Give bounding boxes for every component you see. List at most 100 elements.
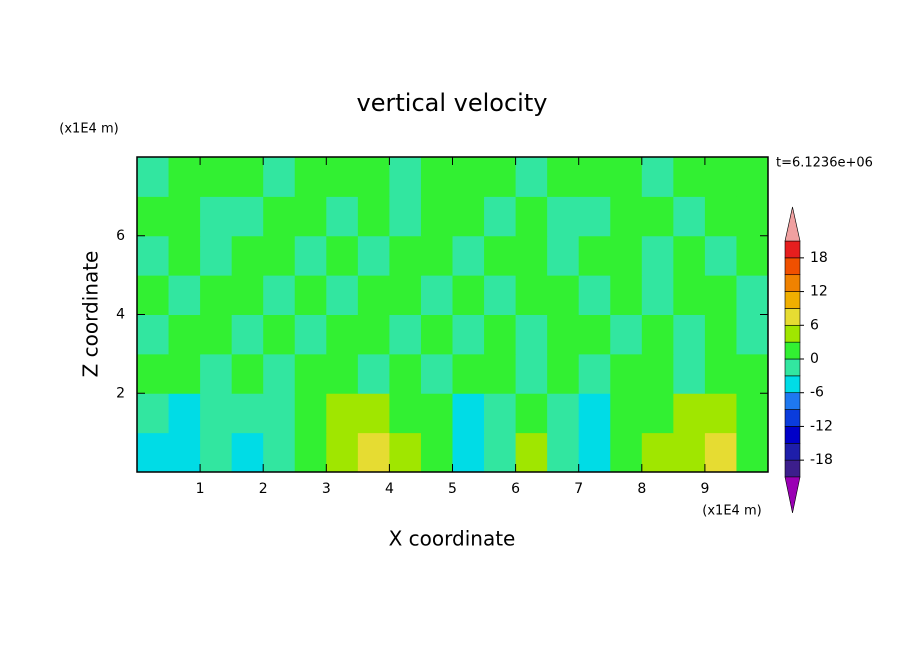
colorbar-tick-label: 6: [810, 317, 819, 333]
contour-cell: [420, 157, 453, 197]
contour-cell: [389, 314, 422, 355]
contour-cell: [137, 275, 170, 315]
contour-cell: [578, 314, 611, 355]
contour-cell: [357, 235, 390, 276]
contour-cell: [641, 393, 674, 434]
contour-cell: [263, 432, 296, 473]
contour-cell: [641, 235, 674, 276]
contour-cell: [484, 353, 517, 394]
contour-cell: [736, 196, 769, 237]
contour-cell: [263, 353, 296, 394]
x-tick-label: 7: [574, 481, 583, 497]
colorbar-lower-extension: [784, 476, 801, 514]
x-axis-label: X coordinate: [389, 527, 516, 551]
y-tick-label: 4: [116, 307, 125, 323]
contour-cell: [515, 353, 548, 394]
contour-cell: [168, 275, 201, 315]
contour-cell: [389, 353, 422, 394]
contour-cell: [610, 353, 643, 394]
contour-cell: [294, 353, 327, 394]
contour-cell: [389, 235, 422, 276]
contour-cell: [452, 393, 485, 434]
contour-cell: [610, 235, 643, 276]
contour-cell: [357, 432, 390, 473]
contour-cell: [294, 235, 327, 276]
contour-cell: [357, 157, 390, 197]
contour-cell: [578, 393, 611, 434]
contour-cell: [389, 157, 422, 197]
contour-cell: [357, 196, 390, 237]
contour-cell: [578, 275, 611, 315]
contour-cell: [326, 353, 359, 394]
contour-cell: [326, 432, 359, 473]
contour-cell: [704, 353, 737, 394]
contour-cell: [673, 314, 706, 355]
contour-cell: [484, 314, 517, 355]
contour-cell: [515, 314, 548, 355]
colorbar-box: [784, 324, 801, 343]
contour-cell: [578, 235, 611, 276]
contour-cell: [420, 353, 453, 394]
contour-cell: [610, 275, 643, 315]
contour-cell: [547, 393, 580, 434]
contour-cell: [704, 393, 737, 434]
colorbar-tick-label: -12: [810, 418, 833, 434]
contour-cell: [263, 157, 296, 197]
contour-cell: [610, 196, 643, 237]
contour-cell: [389, 393, 422, 434]
contour-cell: [294, 157, 327, 197]
contour-cell: [231, 157, 264, 197]
colorbar-box: [784, 358, 801, 377]
contour-cell: [326, 235, 359, 276]
contour-cell: [168, 314, 201, 355]
contour-cell: [736, 314, 769, 355]
contour-cell: [547, 275, 580, 315]
contour-cell: [641, 275, 674, 315]
contour-cell: [515, 275, 548, 315]
contour-cell: [641, 432, 674, 473]
contour-cell: [673, 353, 706, 394]
contour-cell: [452, 157, 485, 197]
contour-cell: [294, 275, 327, 315]
colorbar-box: [784, 308, 801, 326]
contour-cell: [231, 432, 264, 473]
colorbar-box: [784, 459, 801, 478]
contour-cell: [736, 275, 769, 315]
contour-cell: [200, 196, 233, 237]
contour-cell: [168, 432, 201, 473]
contour-cell: [137, 157, 170, 197]
contour-cell: [263, 314, 296, 355]
contour-cell: [610, 393, 643, 434]
contour-cell: [547, 157, 580, 197]
contour-cell: [484, 196, 517, 237]
contour-cell: [673, 157, 706, 197]
colorbar-box: [784, 409, 801, 427]
contour-field: [137, 157, 769, 473]
contour-cell: [137, 353, 170, 394]
contour-cell: [641, 353, 674, 394]
contour-cell: [357, 314, 390, 355]
colorbar-tick-label: -6: [810, 385, 824, 401]
contour-cell: [452, 275, 485, 315]
contour-cell: [673, 275, 706, 315]
contour-cell: [294, 393, 327, 434]
contour-cell: [736, 353, 769, 394]
x-tick-label: 6: [511, 481, 520, 497]
time-label: t=6.1236e+06: [776, 156, 873, 171]
contour-cell: [515, 157, 548, 197]
contour-cell: [515, 393, 548, 434]
contour-cell: [326, 157, 359, 197]
contour-cell: [231, 196, 264, 237]
contour-cell: [484, 393, 517, 434]
contour-cell: [641, 157, 674, 197]
contour-cell: [547, 314, 580, 355]
contour-cell: [231, 353, 264, 394]
contour-cell: [420, 432, 453, 473]
contour-cell: [326, 275, 359, 315]
contour-cell: [137, 196, 170, 237]
y-tick-label: 2: [116, 385, 125, 401]
contour-cell: [704, 235, 737, 276]
chart-title: vertical velocity: [357, 89, 548, 117]
contour-cell: [484, 157, 517, 197]
